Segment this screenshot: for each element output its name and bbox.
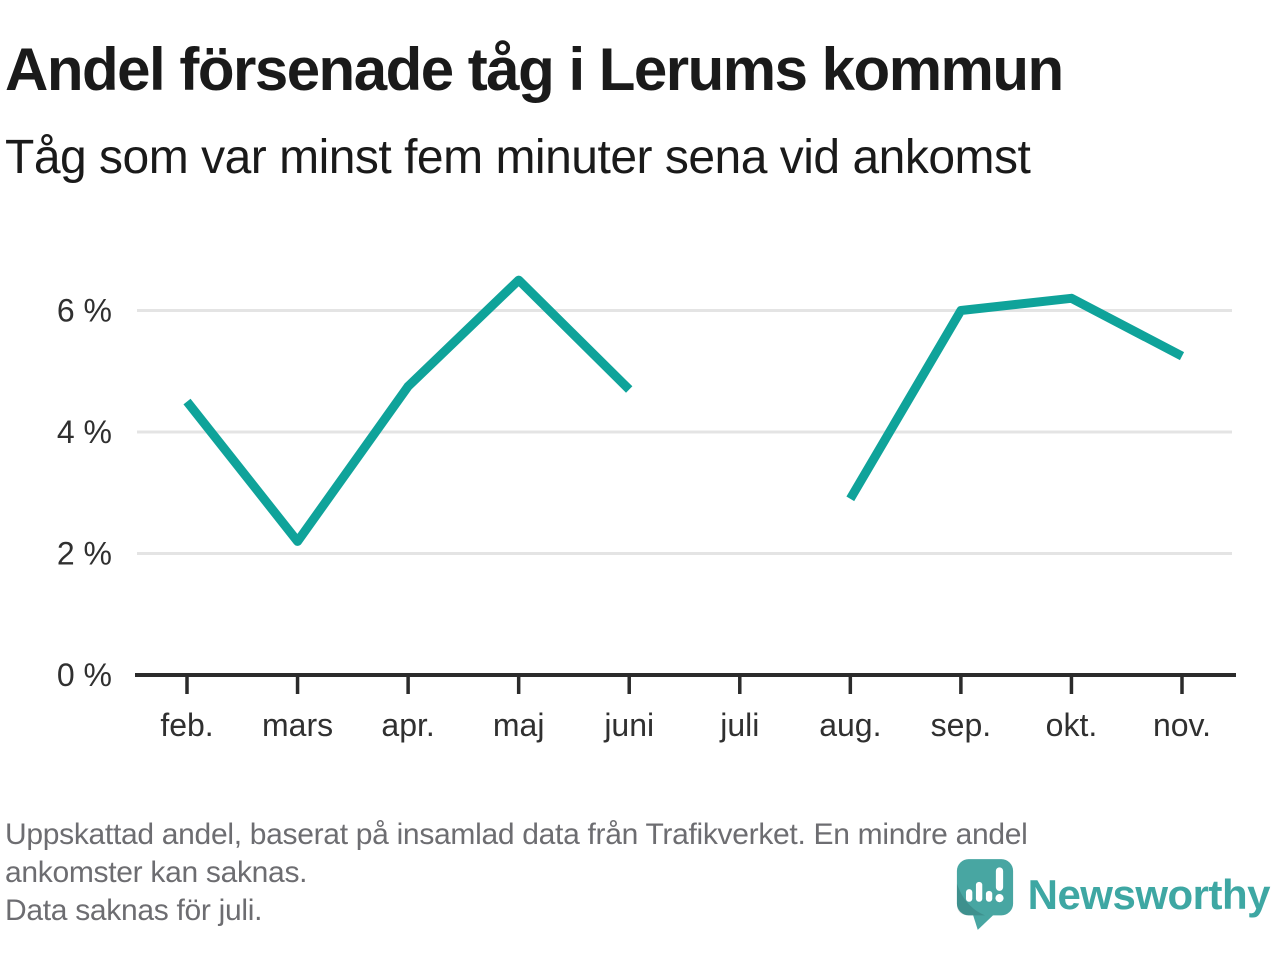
x-axis-tick-label: juni (603, 707, 654, 743)
y-axis-tick-label: 0 % (57, 657, 112, 693)
x-axis-tick-label: nov. (1153, 707, 1211, 743)
x-axis-tick-label: juli (719, 707, 759, 743)
y-axis-tick-label: 6 % (57, 293, 112, 329)
y-axis-tick-label: 2 % (57, 536, 112, 572)
logo-bar (975, 881, 982, 902)
footnote-line: Uppskattad andel, baserat på insamlad da… (5, 818, 1028, 851)
series-line-segment (846, 293, 1185, 502)
chart-subtitle: Tåg som var minst fem minuter sena vid a… (5, 131, 1031, 184)
newsworthy-brand: Newsworthy (956, 858, 1271, 931)
chart-footnote: Uppskattad andel, baserat på insamlad da… (5, 816, 1028, 930)
logo-bar (965, 889, 972, 902)
x-axis-tick-label: okt. (1046, 707, 1098, 743)
newsworthy-logo-icon (956, 859, 1013, 930)
x-axis-tick-label: sep. (931, 707, 991, 743)
brand-name: Newsworthy (1027, 870, 1271, 918)
logo-exclamation-bar (995, 867, 1003, 891)
x-axis-tick-label: maj (493, 707, 545, 743)
x-axis-tick-label: mars (262, 707, 333, 743)
x-axis-tick-label: apr. (381, 707, 434, 743)
logo-bar (985, 890, 992, 902)
series-line-segment (183, 275, 633, 546)
chart-title: Andel försenade tåg i Lerums kommun (5, 36, 1064, 103)
x-axis-tick-label: aug. (819, 707, 881, 743)
logo-shadow (956, 883, 985, 916)
footnote-line: Data saknas för juli. (5, 894, 263, 927)
x-axis-tick-label: feb. (160, 707, 213, 743)
logo-exclamation-dot (995, 894, 1004, 903)
y-axis-tick-label: 4 % (57, 414, 112, 450)
footnote-line: ankomster kan saknas. (5, 856, 308, 889)
